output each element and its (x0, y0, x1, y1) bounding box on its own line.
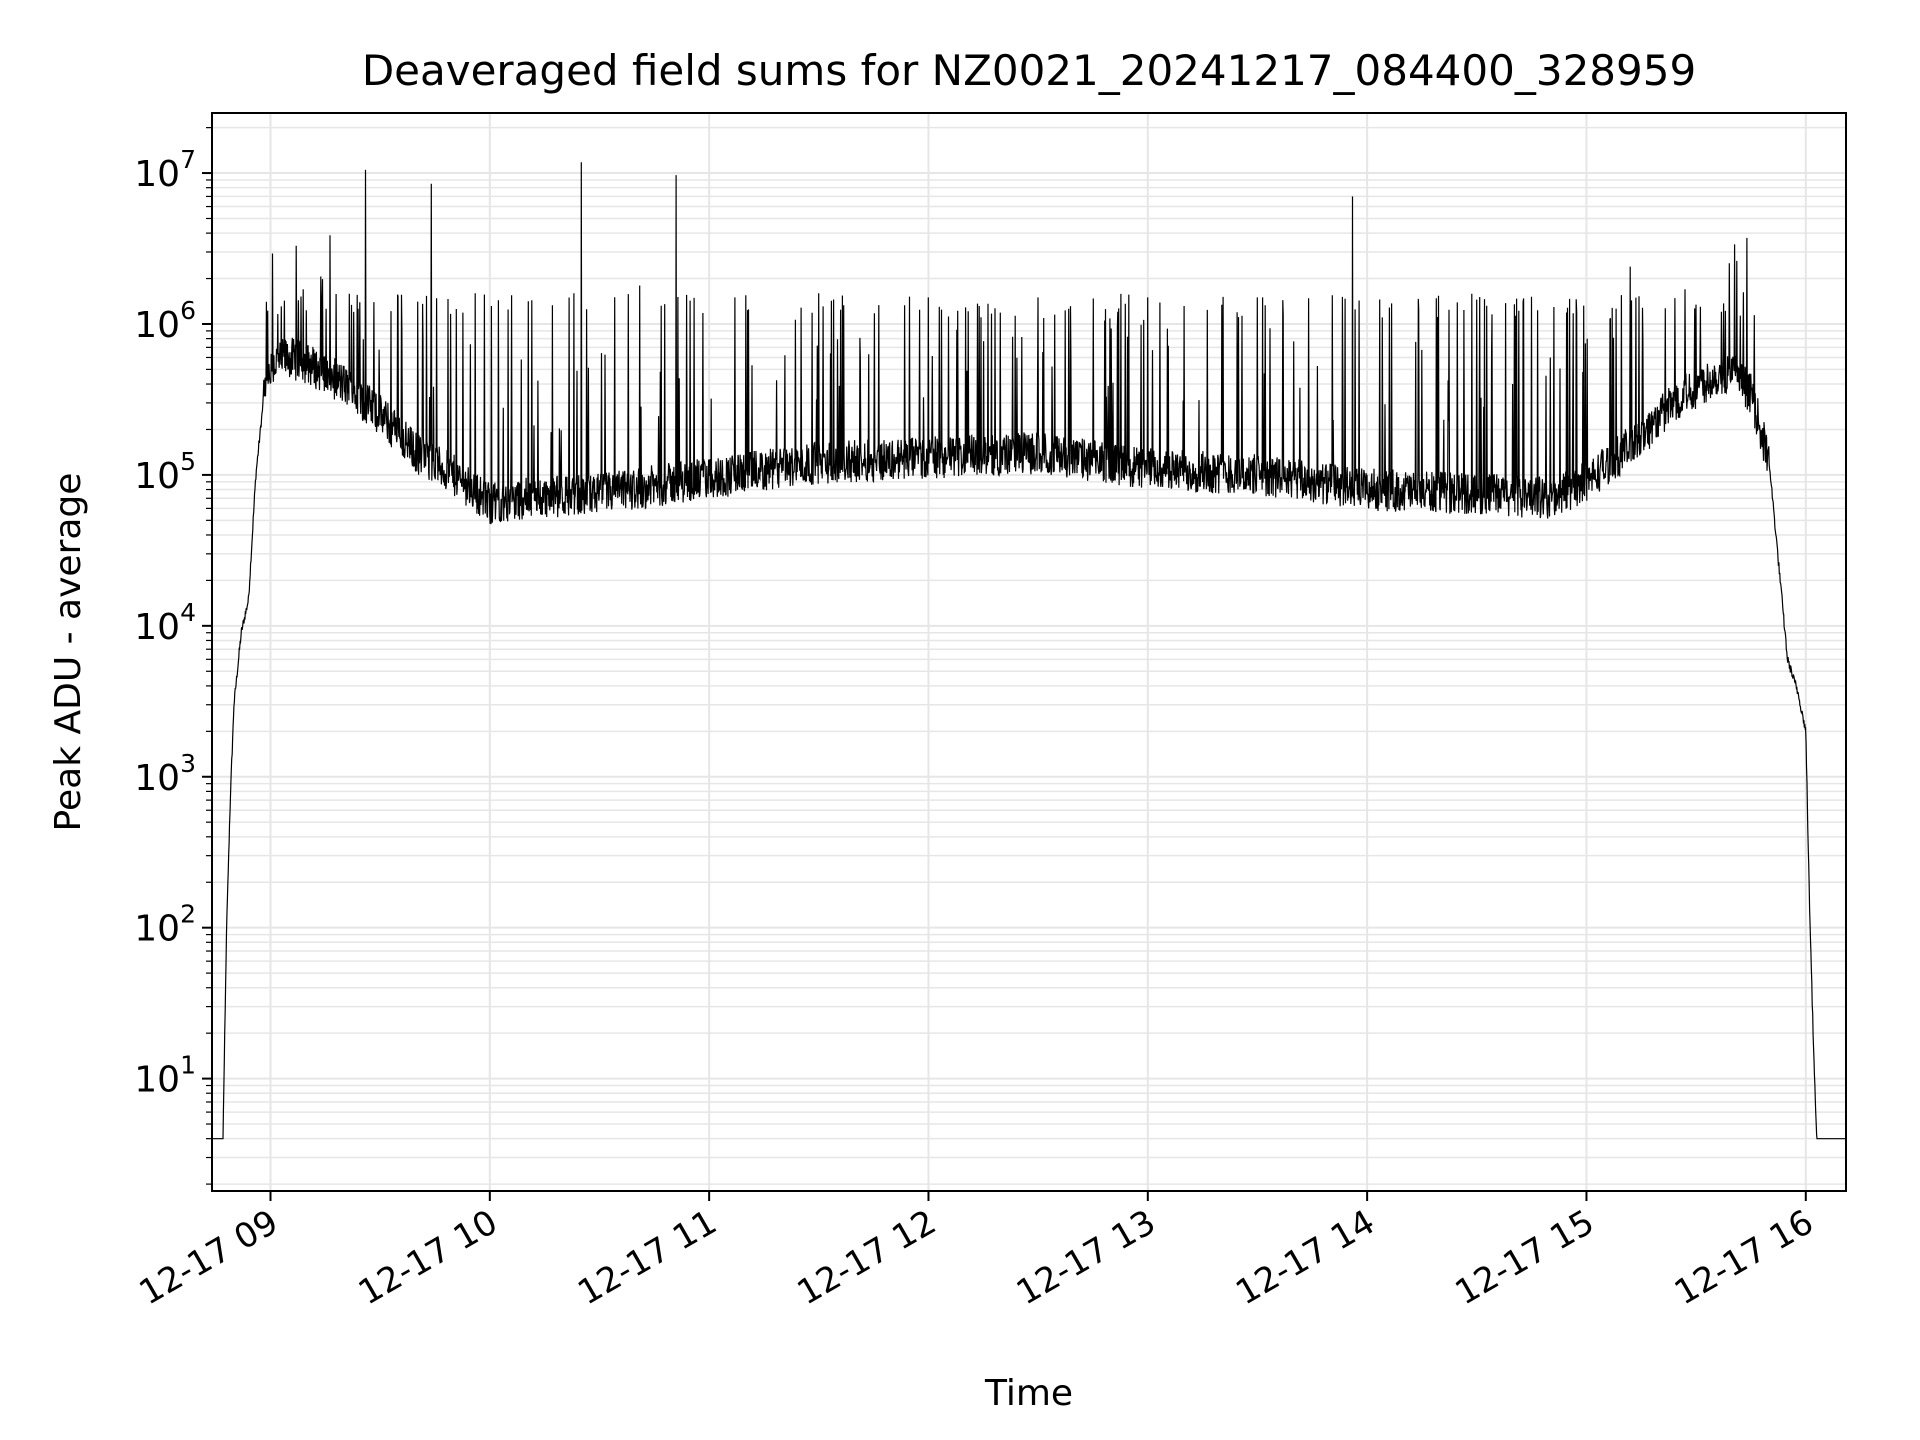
y-tick-label: 106 (134, 296, 196, 346)
x-axis-ticks: 12-17 09 12-17 10 12-17 11 12-17 12 12-17 13… (133, 1191, 1820, 1313)
y-tick-label: 107 (134, 145, 196, 195)
series-line (212, 162, 1846, 1140)
y-tick-label: 104 (134, 598, 196, 648)
x-axis-label: Time (984, 1373, 1073, 1414)
y-axis-ticks: 101 102 103 104 105 106 107 (134, 127, 212, 1185)
y-tick-label: 102 (134, 900, 196, 950)
plot-frame (211, 112, 1847, 1192)
x-tick-label: 12-17 11 (571, 1202, 723, 1313)
grid (212, 113, 1846, 1191)
y-axis-label: Peak ADU - average (48, 473, 89, 832)
x-tick-label: 12-17 13 (1010, 1202, 1162, 1313)
y-tick-label: 101 (134, 1051, 196, 1101)
chart-title: Deaveraged field sums for NZ0021_2024121… (362, 46, 1696, 95)
x-tick-label: 12-17 15 (1449, 1202, 1601, 1313)
x-tick-label: 12-17 10 (352, 1202, 504, 1313)
y-tick-label: 103 (134, 749, 196, 799)
y-tick-label: 105 (134, 447, 196, 497)
x-tick-label: 12-17 12 (791, 1202, 943, 1313)
x-tick-label: 12-17 14 (1229, 1202, 1381, 1313)
x-tick-label: 12-17 16 (1668, 1202, 1820, 1313)
x-tick-label: 12-17 09 (133, 1202, 285, 1313)
